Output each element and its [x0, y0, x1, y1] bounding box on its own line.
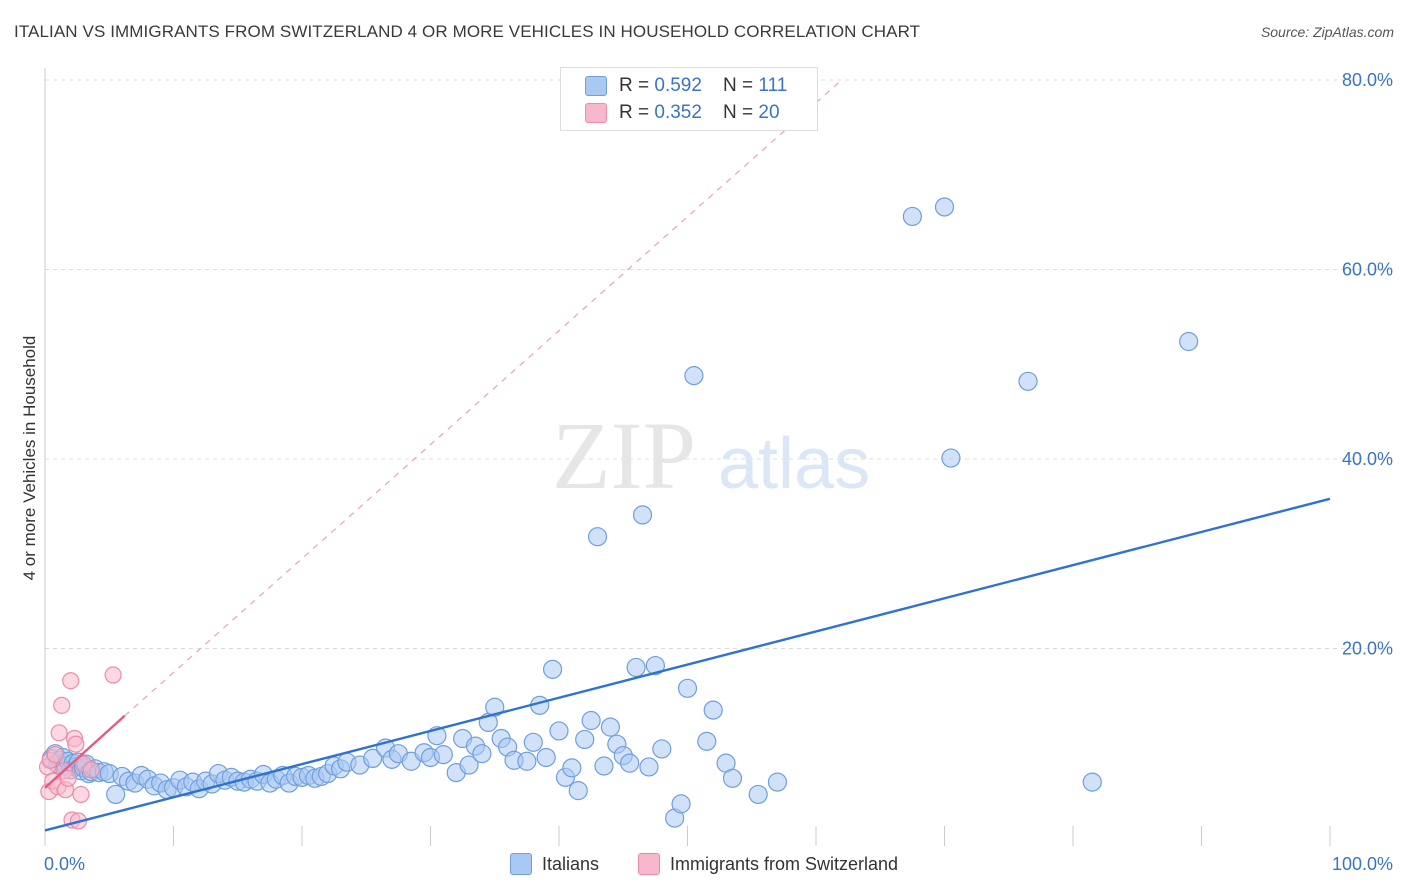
legend-label: Italians — [542, 853, 600, 874]
x-tick-label: 0.0% — [44, 854, 85, 874]
legend-label: Immigrants from Switzerland — [670, 853, 899, 874]
italians-point — [703, 700, 723, 720]
r-value: 0.592 — [654, 75, 702, 96]
y-tick-label: 40.0% — [1342, 449, 1393, 469]
italians-point — [748, 784, 768, 805]
swiss-point — [53, 696, 71, 714]
italians-point — [902, 206, 922, 227]
chart-title: ITALIAN VS IMMIGRANTS FROM SWITZERLAND 4… — [14, 22, 921, 41]
swiss-point — [72, 785, 90, 804]
y-tick-label: 80.0% — [1342, 70, 1393, 90]
italians-point — [697, 731, 717, 751]
legend-item-swiss[interactable]: Immigrants from Switzerland — [638, 852, 898, 876]
italians-point — [106, 784, 126, 805]
italians-point — [632, 505, 653, 525]
italians-point — [626, 657, 646, 678]
italians-point — [1179, 331, 1199, 352]
y-tick-label: 20.0% — [1342, 639, 1393, 659]
italians-point — [722, 768, 743, 788]
italians-point — [652, 739, 672, 759]
italians-point — [600, 717, 621, 737]
swiss-trend-extension — [124, 79, 843, 717]
swiss-legend-swatch — [638, 853, 660, 875]
r-value: 0.352 — [654, 102, 702, 123]
italians-point — [581, 710, 601, 731]
swiss-point — [62, 672, 80, 690]
swiss-point — [67, 735, 85, 753]
italians-swatch — [585, 76, 607, 96]
watermark-zip: ZIP — [552, 402, 696, 509]
italians-legend-swatch — [510, 853, 532, 875]
italians-point — [677, 678, 698, 698]
italians-point — [562, 758, 582, 778]
italians-point — [536, 747, 556, 768]
swiss-trend-line — [44, 714, 126, 789]
legend-item-italians[interactable]: Italians — [510, 852, 599, 876]
italians-point — [767, 772, 788, 792]
italians-point — [594, 756, 614, 776]
swiss-point — [82, 761, 100, 779]
italians-point — [363, 748, 383, 769]
source-credit: Source: ZipAtlas.com — [1260, 24, 1394, 40]
italians-point — [587, 527, 608, 547]
italians-point — [620, 753, 640, 773]
italians-point — [639, 757, 659, 777]
italians-point — [549, 721, 569, 741]
italians-point — [575, 729, 595, 750]
swiss-point — [104, 666, 122, 684]
italians-point — [485, 697, 505, 717]
swiss-point — [59, 769, 77, 787]
swiss-point — [46, 746, 64, 764]
swiss-point — [50, 724, 68, 742]
swiss-swatch — [585, 103, 607, 123]
r-label: R = — [619, 75, 655, 96]
y-axis-label: 4 or more Vehicles in Household — [20, 335, 39, 581]
italians-point — [517, 751, 537, 771]
correlation-legend: R = 0.592 N = 111 R = 0.352 N = 20 — [560, 67, 818, 131]
n-value: 20 — [758, 102, 780, 123]
italians-point — [1082, 772, 1102, 792]
italians-point — [934, 197, 955, 217]
n-label: N = — [723, 75, 759, 96]
r-label: R = — [619, 102, 655, 123]
italians-point — [941, 448, 961, 468]
italians-point — [684, 366, 704, 386]
italians-point — [523, 732, 543, 752]
italians-point — [671, 794, 691, 814]
italians-point — [433, 745, 453, 765]
italians-trend-line — [44, 497, 1331, 832]
italians-point — [472, 744, 492, 764]
italians-point — [459, 755, 479, 775]
italians-point — [568, 781, 588, 801]
n-label: N = — [723, 102, 759, 123]
italians-point — [645, 655, 665, 676]
italians-point — [542, 659, 563, 679]
x-tick-label: 100.0% — [1332, 854, 1393, 874]
italians-point — [1018, 371, 1038, 391]
y-tick-label: 60.0% — [1342, 260, 1393, 280]
watermark-atlas: atlas — [718, 424, 870, 504]
n-value: 111 — [758, 75, 788, 96]
